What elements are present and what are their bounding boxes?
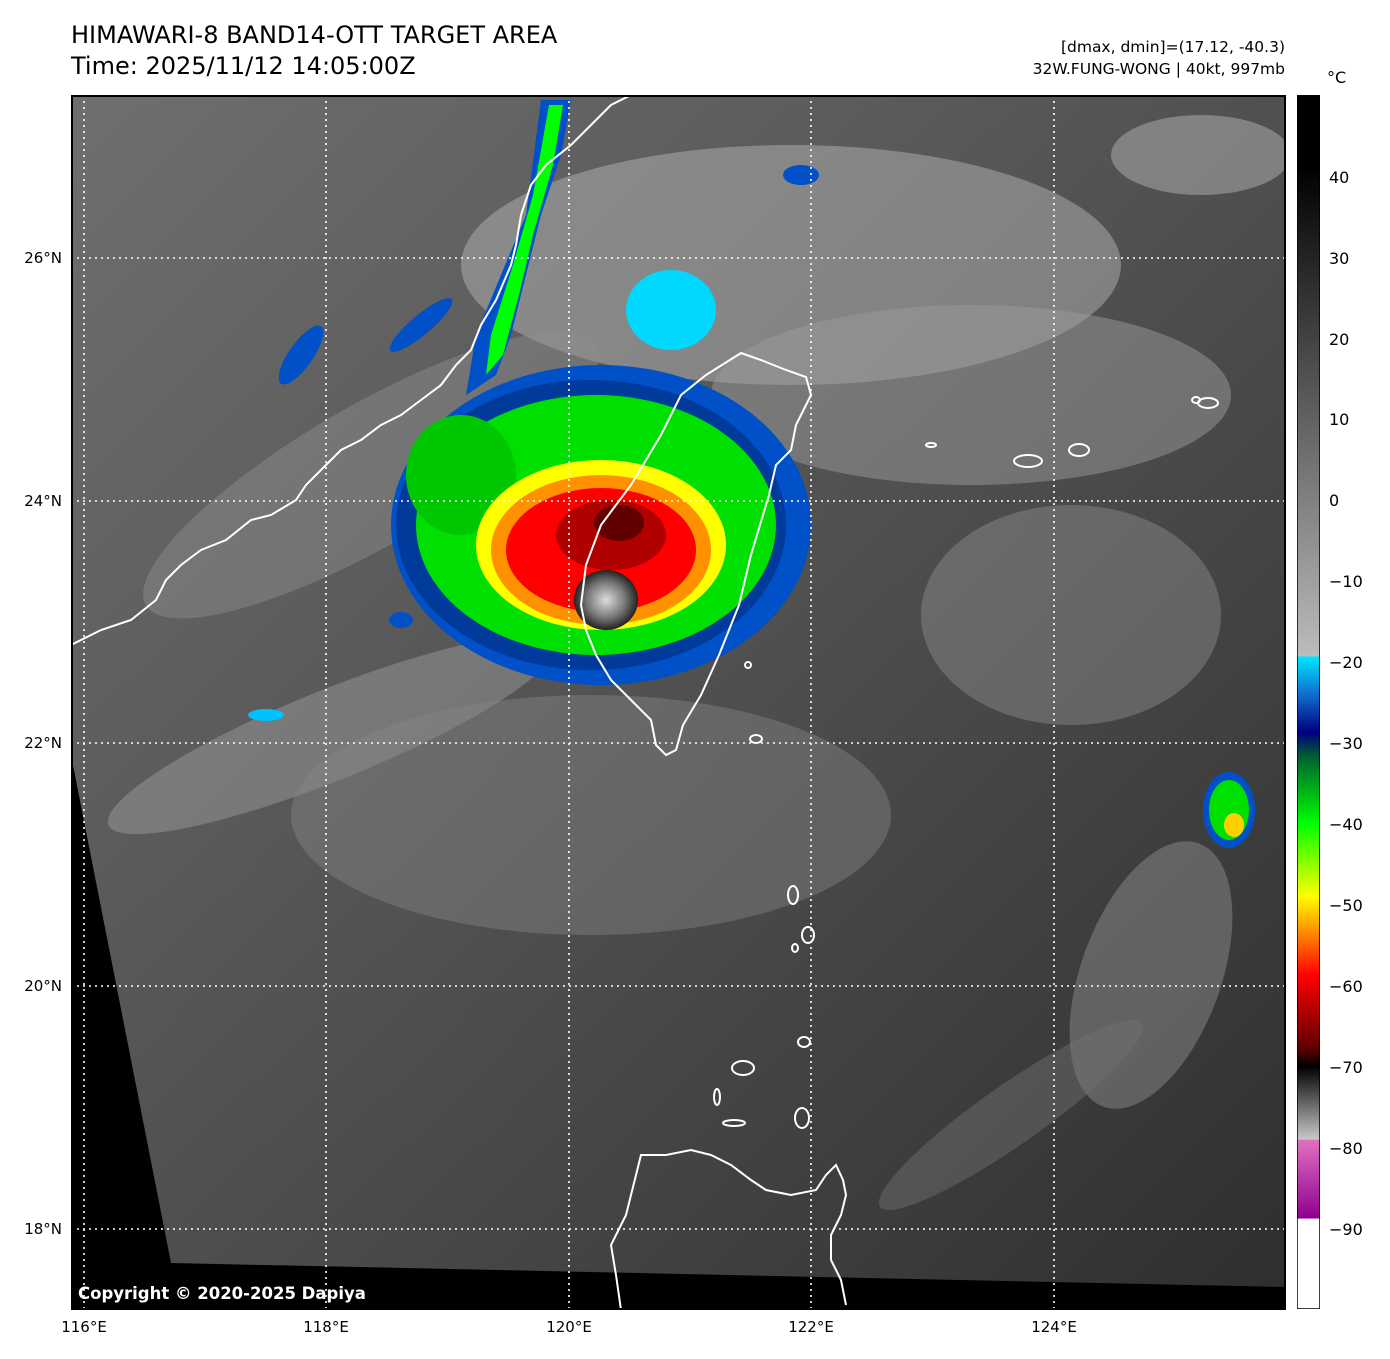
colorbar-tick-minus80: −80 (1329, 1139, 1363, 1158)
eastern-convection (1203, 772, 1255, 848)
lon-label-116e: 116°E (61, 1318, 107, 1336)
lat-label-18n: 18°N (24, 1220, 62, 1238)
lat-label-22n: 22°N (24, 734, 62, 752)
chart-title: HIMAWARI-8 BAND14-OTT TARGET AREA (71, 21, 558, 49)
colorbar-tick-0: 0 (1329, 491, 1340, 510)
colorbar-tick-30: 30 (1329, 249, 1350, 268)
colorbar-tick-minus60: −60 (1329, 977, 1363, 996)
range-text: [dmax, dmin]=(17.12, -40.3) (1060, 38, 1285, 56)
chart-time: Time: 2025/11/12 14:05:00Z (71, 52, 416, 80)
cloud-bands (107, 115, 1286, 1211)
colorbar-tick-minus50: −50 (1329, 896, 1363, 915)
graticule (71, 95, 1286, 1310)
map-frame (71, 95, 1286, 1310)
colorbar-tick-minus70: −70 (1329, 1058, 1363, 1077)
colorbar-tick-minus40: −40 (1329, 815, 1363, 834)
storm-text: 32W.FUNG-WONG | 40kt, 997mb (1032, 60, 1285, 78)
colorbar-tick-10: 10 (1329, 410, 1350, 429)
lat-label-26n: 26°N (24, 249, 62, 267)
satellite-map (71, 95, 1286, 1310)
coastlines (71, 95, 1219, 1310)
lon-label-122e: 122°E (788, 1318, 834, 1336)
copyright-text: Copyright © 2020-2025 Dapiya (78, 1284, 366, 1303)
lon-label-118e: 118°E (303, 1318, 349, 1336)
colorbar-tick-minus30: −30 (1329, 734, 1363, 753)
colorbar (1297, 95, 1320, 1309)
colorbar-tick-40: 40 (1329, 168, 1350, 187)
colorbar-tick-minus10: −10 (1329, 572, 1363, 591)
lon-label-124e: 124°E (1031, 1318, 1077, 1336)
colorbar-unit: °C (1327, 68, 1347, 87)
lat-label-24n: 24°N (24, 492, 62, 510)
lon-label-120e: 120°E (546, 1318, 592, 1336)
colorbar-tick-minus90: −90 (1329, 1220, 1363, 1239)
colorbar-tick-minus20: −20 (1329, 653, 1363, 672)
lat-label-20n: 20°N (24, 977, 62, 995)
colorbar-tick-20: 20 (1329, 330, 1350, 349)
